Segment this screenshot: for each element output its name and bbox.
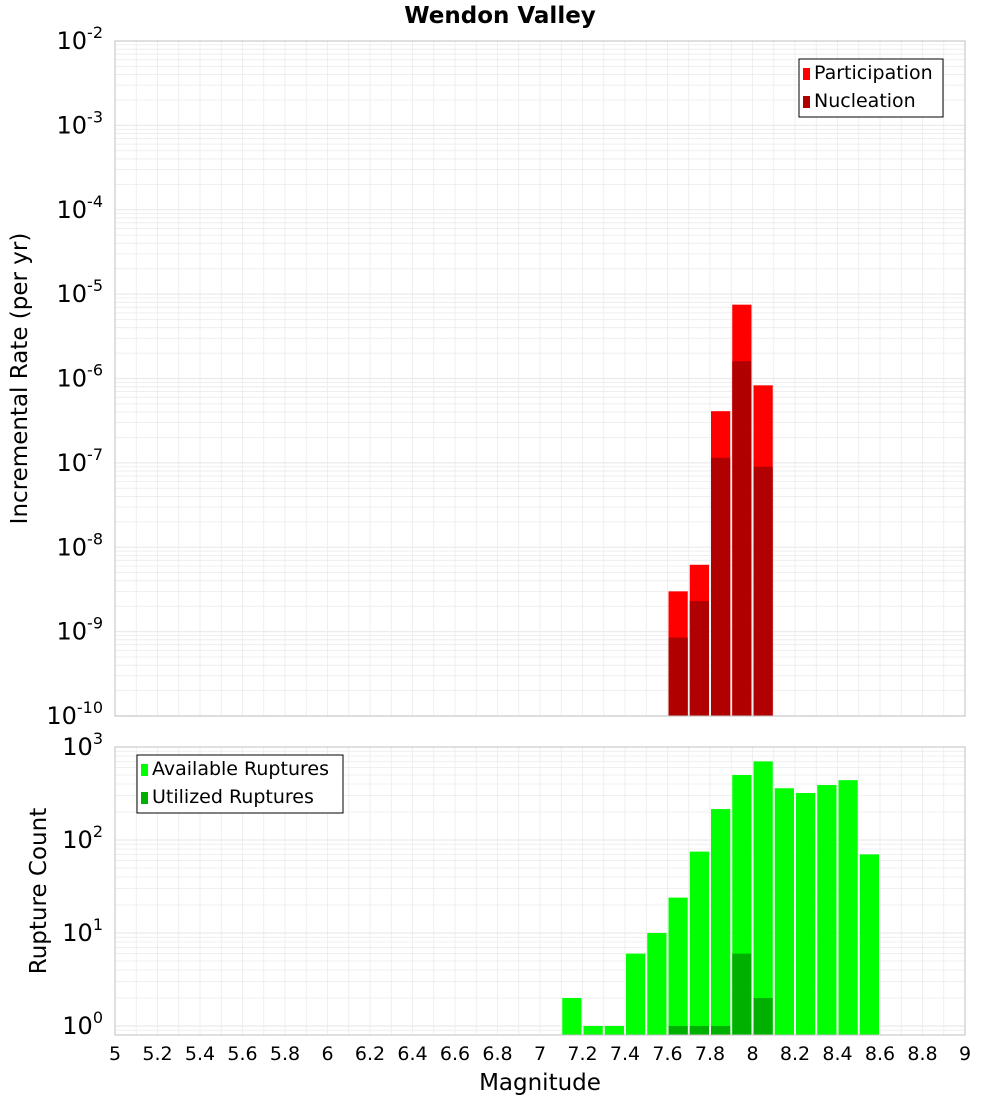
y-tick-label: 10-7 bbox=[57, 445, 104, 477]
chart-title: Wendon Valley bbox=[404, 3, 596, 29]
x-tick-label: 9 bbox=[959, 1043, 971, 1065]
available-ruptures-bar bbox=[796, 793, 816, 1035]
y-tick-label: 10-4 bbox=[57, 192, 104, 224]
legend-swatch bbox=[141, 764, 148, 776]
available-ruptures-bar bbox=[753, 761, 773, 1035]
x-tick-label: 8.2 bbox=[780, 1043, 810, 1065]
available-ruptures-bar bbox=[711, 809, 731, 1035]
plot-frame bbox=[114, 746, 966, 1036]
x-tick-label: 6 bbox=[321, 1043, 333, 1065]
available-ruptures-bar bbox=[838, 780, 858, 1035]
x-tick-label: 5 bbox=[109, 1043, 121, 1065]
legend-label: Utilized Ruptures bbox=[152, 786, 314, 808]
y-tick-label: 10-10 bbox=[46, 698, 103, 730]
legend: Participation Nucleation bbox=[798, 58, 944, 118]
utilized-ruptures-bar bbox=[753, 997, 773, 1035]
y-tick-label: 102 bbox=[62, 822, 103, 854]
nucleation-bar bbox=[668, 637, 688, 716]
y-tick-label: 10-3 bbox=[57, 107, 104, 139]
nucleation-bar bbox=[753, 466, 773, 716]
legend-swatch bbox=[803, 96, 810, 108]
x-tick-label: 7.6 bbox=[652, 1043, 682, 1065]
available-ruptures-bar bbox=[562, 997, 582, 1035]
x-tick-label: 7.2 bbox=[567, 1043, 597, 1065]
available-ruptures-bar bbox=[647, 932, 667, 1035]
x-tick-label: 7.4 bbox=[610, 1043, 640, 1065]
legend-label: Available Ruptures bbox=[152, 758, 329, 780]
x-tick-label: 8.4 bbox=[822, 1043, 852, 1065]
available-ruptures-bar bbox=[689, 851, 709, 1035]
x-tick-label: 5.6 bbox=[227, 1043, 257, 1065]
available-ruptures-bar bbox=[626, 953, 646, 1035]
available-ruptures-bar bbox=[668, 897, 688, 1035]
utilized-ruptures-bar bbox=[668, 1025, 688, 1035]
legend-label: Participation bbox=[814, 62, 933, 84]
panel-rate: 10-10 10-9 10-8 10-7 10-6 10-5 10-4 10-3 10-2 Inc… bbox=[7, 23, 966, 730]
legend-label: Nucleation bbox=[814, 90, 916, 112]
y-tick-label: 103 bbox=[62, 729, 103, 761]
y-axis-label: Rupture Count bbox=[26, 808, 52, 974]
plot-frame bbox=[114, 40, 966, 717]
nucleation-bar bbox=[711, 457, 731, 716]
legend-box bbox=[798, 58, 944, 118]
y-tick-label: 101 bbox=[62, 915, 103, 947]
x-axis-label: Magnitude bbox=[479, 1070, 601, 1096]
x-tick-label: 7.8 bbox=[695, 1043, 725, 1065]
available-ruptures-bar bbox=[604, 1025, 624, 1035]
x-tick-label: 6.6 bbox=[440, 1043, 470, 1065]
available-ruptures-bar bbox=[774, 788, 794, 1035]
y-tick-label: 10-9 bbox=[57, 614, 104, 646]
x-tick-label: 5.2 bbox=[142, 1043, 172, 1065]
x-tick-label: 6.8 bbox=[482, 1043, 512, 1065]
y-tick-label: 10-6 bbox=[57, 361, 104, 393]
available-ruptures-bar bbox=[817, 785, 837, 1035]
y-tick-label: 10-5 bbox=[57, 276, 104, 308]
utilized-ruptures-bar bbox=[711, 1025, 731, 1035]
x-tick-label: 8.8 bbox=[907, 1043, 937, 1065]
x-tick-label: 8 bbox=[746, 1043, 758, 1065]
legend: Available Ruptures Utilized Ruptures bbox=[136, 754, 344, 814]
available-ruptures-bar bbox=[583, 1025, 603, 1035]
y-tick-label: 100 bbox=[62, 1008, 103, 1040]
y-tick-label: 10-2 bbox=[57, 23, 104, 55]
available-ruptures-bar bbox=[859, 854, 879, 1035]
x-tick-label: 5.8 bbox=[270, 1043, 300, 1065]
x-tick-label: 7 bbox=[534, 1043, 546, 1065]
legend-box bbox=[136, 754, 344, 814]
utilized-ruptures-bar bbox=[689, 1025, 709, 1035]
utilized-ruptures-bar bbox=[732, 953, 752, 1035]
nucleation-bar bbox=[689, 601, 709, 716]
panel-count: 100 101 102 103 Rupture Count Available Ruptu… bbox=[26, 729, 966, 1040]
y-tick-label: 10-8 bbox=[57, 529, 104, 561]
x-tick-label: 5.4 bbox=[185, 1043, 215, 1065]
x-tick-label: 6.4 bbox=[397, 1043, 427, 1065]
x-tick-label: 6.2 bbox=[355, 1043, 385, 1065]
y-axis-label: Incremental Rate (per yr) bbox=[7, 233, 33, 525]
legend-swatch bbox=[141, 792, 148, 804]
x-tick-label: 8.6 bbox=[865, 1043, 895, 1065]
legend-swatch bbox=[803, 68, 810, 80]
nucleation-bar bbox=[732, 361, 752, 716]
